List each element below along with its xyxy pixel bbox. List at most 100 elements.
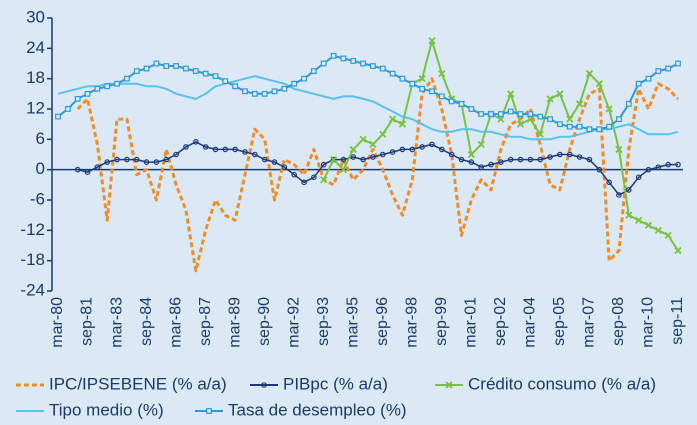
point (566, 115, 574, 123)
x-tick-label: mar-80 (49, 297, 66, 348)
point (527, 156, 534, 163)
point (94, 164, 101, 170)
point (359, 135, 367, 143)
point (438, 93, 445, 100)
point (55, 113, 61, 120)
point (675, 60, 681, 67)
point (173, 63, 179, 69)
point (665, 65, 672, 72)
point (665, 161, 671, 168)
point (350, 154, 357, 160)
legend-label: Tasa de desempleo (%) (228, 400, 407, 419)
point (123, 75, 130, 82)
point (448, 98, 455, 105)
x-tick-label: mar-04 (522, 297, 539, 348)
point (566, 123, 573, 130)
legend-label: Crédito consumo (% a/a) (468, 374, 656, 393)
point (84, 90, 91, 97)
point (399, 75, 406, 82)
point (153, 159, 160, 165)
point (645, 166, 652, 173)
point (547, 116, 553, 123)
point (261, 156, 268, 163)
point (173, 151, 179, 158)
point (379, 130, 387, 138)
legend-item: Tasa de desempleo (%) (195, 400, 407, 419)
point (370, 154, 376, 160)
point (320, 176, 328, 184)
y-tick-label: 30 (26, 7, 45, 26)
x-tick-label: sep-99 (433, 297, 450, 346)
point (547, 154, 553, 160)
point (251, 90, 258, 97)
point (675, 161, 681, 168)
point (84, 169, 91, 175)
point (634, 216, 643, 224)
point (409, 80, 416, 87)
point (192, 68, 199, 74)
x-tick-label: sep-90 (256, 297, 273, 346)
point (478, 164, 484, 170)
point (467, 150, 475, 159)
point (546, 95, 554, 103)
x-tick-label: sep-84 (138, 297, 155, 346)
point (291, 171, 297, 178)
point (615, 145, 623, 154)
point (507, 108, 514, 115)
point (379, 151, 386, 158)
point (163, 63, 170, 69)
x-tick-label: mar-98 (404, 297, 421, 348)
x-tick-label: sep-02 (492, 297, 509, 346)
x-tick-label: mar-10 (640, 297, 657, 348)
point (349, 145, 357, 154)
y-tick-label: 18 (26, 68, 45, 87)
point (163, 156, 170, 163)
point (576, 154, 583, 160)
point (644, 221, 653, 229)
point (133, 68, 140, 74)
point (232, 83, 239, 90)
point (488, 161, 494, 168)
point (595, 80, 603, 88)
point (497, 111, 504, 117)
point (398, 120, 407, 128)
point (94, 85, 101, 92)
point (124, 156, 130, 163)
point (114, 156, 120, 163)
point (438, 69, 446, 78)
point (143, 65, 150, 72)
point (222, 146, 229, 153)
x-tick-label: sep-87 (197, 297, 214, 346)
point (556, 90, 564, 98)
x-tick-label: mar-83 (108, 297, 125, 348)
point (488, 111, 494, 117)
x-tick-label: sep-05 (551, 297, 568, 346)
legend-label: IPC/IPSEBENE (% a/a) (49, 374, 227, 393)
point (458, 156, 465, 163)
x-tick-label: sep-81 (79, 297, 96, 346)
point (616, 192, 622, 198)
legend-label: PIBpc (% a/a) (283, 374, 388, 393)
point (399, 146, 406, 153)
x-tick-label: mar-92 (285, 297, 302, 348)
point (468, 106, 475, 112)
point (605, 105, 613, 113)
point (674, 246, 682, 255)
point (183, 65, 189, 72)
x-tick-label: mar-95 (344, 297, 361, 348)
point (498, 159, 504, 165)
point (369, 140, 377, 149)
point (104, 159, 111, 165)
point (388, 115, 397, 123)
legend-marker (206, 408, 212, 414)
y-tick-label: -24 (20, 280, 45, 299)
y-tick-label: 24 (26, 38, 45, 57)
point (281, 85, 288, 92)
point (429, 141, 435, 148)
point (291, 80, 298, 87)
series-line (57, 54, 679, 131)
point (330, 53, 337, 59)
y-tick-label: 6 (36, 129, 45, 148)
point (625, 187, 632, 193)
